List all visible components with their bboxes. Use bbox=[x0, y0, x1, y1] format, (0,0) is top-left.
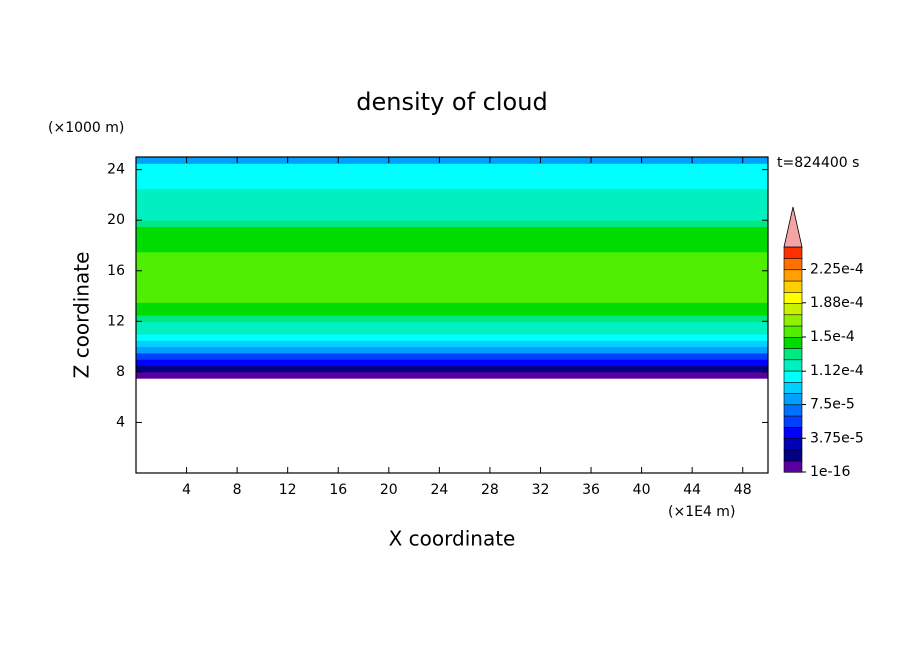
y-unit: (×1000 m) bbox=[48, 120, 124, 136]
chart-title: density of cloud bbox=[356, 88, 547, 116]
x-tick-label: 32 bbox=[532, 482, 550, 498]
colorbar-bin bbox=[783, 302, 803, 316]
contour-band bbox=[136, 226, 768, 234]
x-tick-label: 8 bbox=[233, 482, 242, 498]
x-tick-label: 28 bbox=[481, 482, 499, 498]
contour-band bbox=[136, 333, 768, 341]
annotation: t=824400 s bbox=[777, 155, 859, 171]
contour-band bbox=[136, 321, 768, 329]
contour-band bbox=[136, 340, 768, 348]
y-tick-label: 24 bbox=[107, 162, 125, 178]
x-tick-label: 44 bbox=[683, 482, 701, 498]
contour-band bbox=[136, 352, 768, 360]
colorbar-tick-label: 3.75e-5 bbox=[810, 430, 864, 446]
contour-band bbox=[136, 289, 768, 297]
contour-band bbox=[136, 296, 768, 303]
contour-band bbox=[136, 220, 768, 228]
x-tick-label: 16 bbox=[329, 482, 347, 498]
colorbar-bin bbox=[783, 314, 803, 327]
colorbar-bin bbox=[783, 426, 803, 439]
contour-band bbox=[136, 308, 768, 316]
colorbar-tick-label: 1e-16 bbox=[810, 464, 850, 480]
contour-band bbox=[136, 207, 768, 215]
colorbar-bin bbox=[783, 280, 803, 293]
colorbar-bin bbox=[783, 415, 803, 428]
contour-band bbox=[136, 182, 768, 190]
contour-band bbox=[136, 169, 768, 177]
x-tick-label: 40 bbox=[633, 482, 651, 498]
x-tick-label: 36 bbox=[582, 482, 600, 498]
axes: 4 8 12 16 20 24 28 32 36 40 44 4848121620241e-163.7… bbox=[107, 156, 864, 498]
y-axis-title: Z coordinate bbox=[70, 252, 94, 379]
contour-band bbox=[136, 365, 768, 373]
y-tick-label: 16 bbox=[107, 263, 125, 279]
contour-band bbox=[136, 258, 768, 265]
y-tick-label: 20 bbox=[107, 212, 125, 228]
colorbar-bin bbox=[783, 257, 803, 271]
y-tick-label: 12 bbox=[107, 313, 125, 329]
colorbar-bin bbox=[783, 370, 803, 383]
contour-band bbox=[136, 175, 768, 183]
colorbar-bin bbox=[783, 359, 803, 372]
contour-band bbox=[136, 270, 768, 278]
colorbar-tick-label: 7.5e-5 bbox=[810, 397, 855, 413]
colorbar-extension bbox=[783, 206, 803, 248]
contour-band bbox=[136, 239, 768, 246]
contour-band bbox=[136, 315, 768, 322]
contour-band bbox=[136, 264, 768, 272]
colorbar-bin bbox=[783, 460, 803, 473]
contour-band bbox=[136, 327, 768, 335]
contour-band bbox=[136, 232, 768, 240]
colorbar-bin bbox=[783, 246, 803, 259]
contour-band bbox=[136, 251, 768, 259]
colorbar-bin bbox=[783, 347, 803, 361]
x-tick-label: 48 bbox=[734, 482, 752, 498]
plot-frame bbox=[135, 156, 769, 474]
y-tick-label: 4 bbox=[116, 414, 125, 430]
contour-band bbox=[136, 346, 768, 354]
contour-band bbox=[136, 371, 768, 379]
contour-band bbox=[136, 163, 768, 171]
contour-band bbox=[136, 277, 768, 284]
x-tick-label: 12 bbox=[279, 482, 297, 498]
contour-band bbox=[136, 157, 768, 164]
contour-band bbox=[136, 302, 768, 310]
x-tick-label: 24 bbox=[430, 482, 448, 498]
x-unit: (×1E4 m) bbox=[668, 504, 735, 520]
colorbar-bin bbox=[783, 325, 803, 338]
field bbox=[136, 157, 768, 379]
contour-band bbox=[136, 359, 768, 367]
colorbar-bin bbox=[783, 336, 803, 349]
colorbar-tick-label: 1.5e-4 bbox=[810, 329, 855, 345]
colorbar-bin bbox=[783, 449, 803, 462]
colorbar-bin bbox=[783, 291, 803, 304]
contour-band bbox=[136, 188, 768, 196]
contour-band bbox=[136, 213, 768, 221]
colorbar-tick-label: 1.12e-4 bbox=[810, 363, 864, 379]
x-tick-label: 20 bbox=[380, 482, 398, 498]
colorbar-tick-label: 1.88e-4 bbox=[810, 295, 864, 311]
colorbar-bin bbox=[783, 404, 803, 417]
colorbar-bin bbox=[783, 269, 803, 282]
contour-band bbox=[136, 201, 768, 209]
colorbar-tick-label: 2.25e-4 bbox=[810, 262, 864, 278]
colorbar-bin bbox=[783, 392, 803, 406]
contour-band bbox=[136, 194, 768, 202]
y-tick-label: 8 bbox=[116, 364, 125, 380]
colorbar-bin bbox=[783, 381, 803, 394]
x-axis-title: X coordinate bbox=[389, 527, 516, 551]
contour-band bbox=[136, 283, 768, 291]
colorbar-bin bbox=[783, 437, 803, 451]
contour-band bbox=[136, 245, 768, 253]
x-tick-label: 4 bbox=[182, 482, 191, 498]
